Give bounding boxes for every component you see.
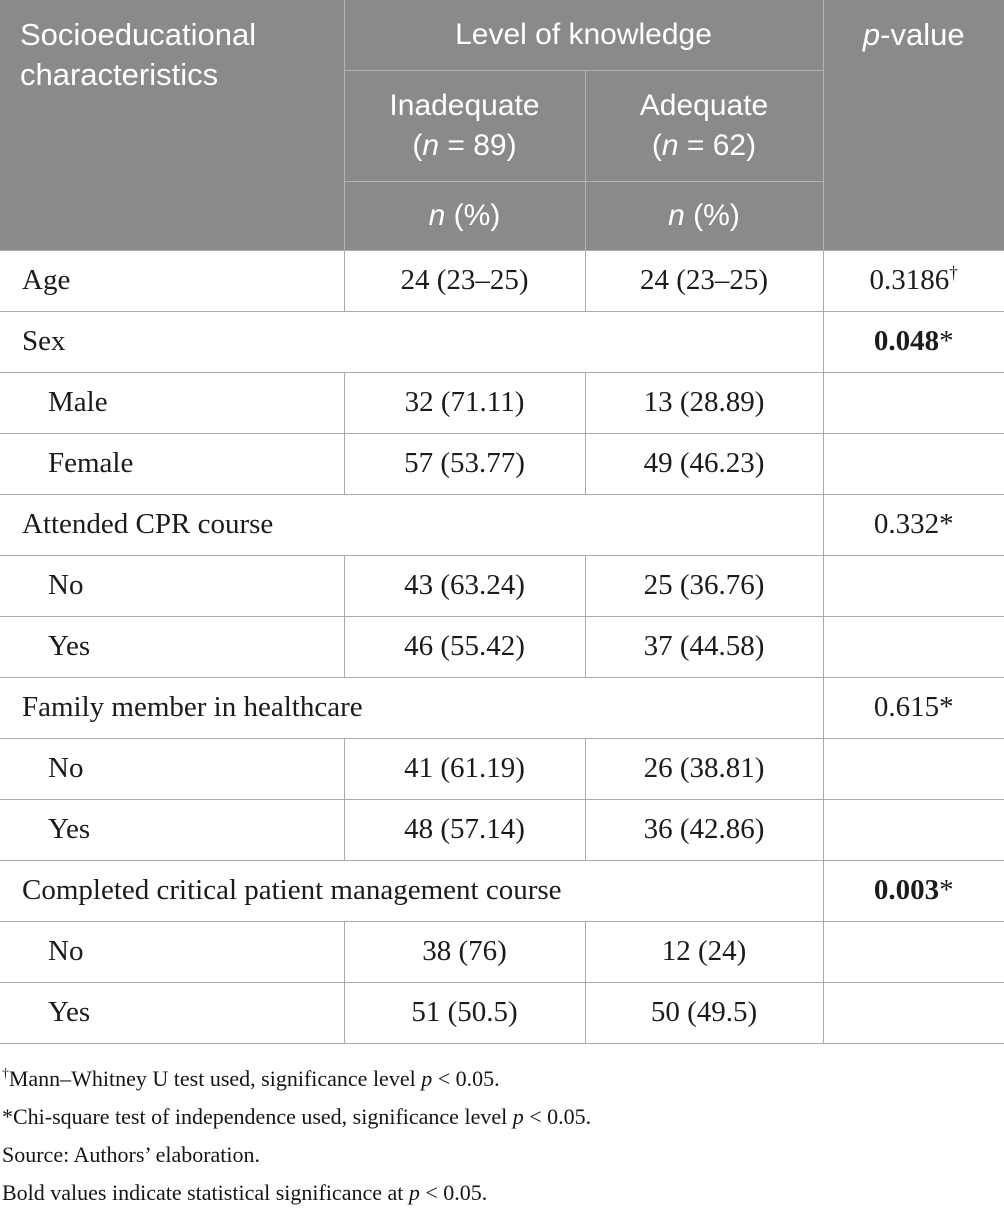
- asterisk-marker: *: [939, 874, 954, 906]
- row-label: No: [0, 920, 345, 983]
- header-n-pct-inadequate: n (%): [344, 181, 586, 250]
- cell-inadequate: 57 (53.77): [344, 432, 586, 495]
- header-p-value: p-value: [822, 0, 1004, 250]
- row-label: Female: [0, 432, 345, 495]
- cell-inadequate: 48 (57.14): [344, 798, 586, 861]
- table-row-course-no: No 38 (76) 12 (24): [0, 920, 1004, 983]
- cell-p-value: [822, 981, 1004, 1044]
- footnote-chi-square: *Chi-square test of independence used, s…: [2, 1103, 592, 1129]
- cell-p-value: [822, 432, 1004, 495]
- cell-adequate: 36 (42.86): [585, 798, 824, 861]
- cell-inadequate: 24 (23–25): [344, 249, 586, 312]
- cell-adequate: 26 (38.81): [585, 737, 824, 800]
- cell-p-value: [822, 798, 1004, 861]
- row-label: Attended CPR course: [0, 493, 824, 556]
- row-label: Sex: [0, 310, 824, 373]
- header-inadequate: Inadequate (n = 89): [344, 70, 586, 182]
- table-row-sex: Sex 0.048*: [0, 310, 1004, 373]
- cell-adequate: 37 (44.58): [585, 615, 824, 678]
- dagger-marker: †: [949, 262, 958, 283]
- row-label: Completed critical patient management co…: [0, 859, 824, 922]
- cell-p-value: [822, 554, 1004, 617]
- row-label: No: [0, 737, 345, 800]
- cell-adequate: 13 (28.89): [585, 371, 824, 434]
- row-label: Male: [0, 371, 345, 434]
- cell-p-value: 0.615*: [822, 676, 1004, 739]
- table-row-family-member: Family member in healthcare 0.615*: [0, 676, 1004, 739]
- adequate-label: Adequate: [639, 88, 769, 122]
- cell-adequate: 24 (23–25): [585, 249, 824, 312]
- table-row-male: Male 32 (71.11) 13 (28.89): [0, 371, 1004, 434]
- cell-p-value: [822, 615, 1004, 678]
- asterisk-marker: *: [939, 691, 954, 723]
- footnote-mann-whitney: †Mann–Whitney U test used, significance …: [2, 1065, 500, 1091]
- row-label: Age: [0, 249, 345, 312]
- cell-p-value: 0.048*: [822, 310, 1004, 373]
- p-rest: -value: [880, 17, 965, 52]
- asterisk-marker: *: [2, 1103, 13, 1129]
- cell-inadequate: 51 (50.5): [344, 981, 586, 1044]
- asterisk-marker: *: [939, 508, 954, 540]
- inadequate-label: Inadequate: [389, 88, 540, 122]
- footnote-source: Source: Authors’ elaboration.: [2, 1141, 261, 1167]
- table-row-age: Age 24 (23–25) 24 (23–25) 0.3186†: [0, 249, 1004, 312]
- cell-p-value: 0.3186†: [822, 249, 1004, 312]
- header-socioeducational-characteristics: Socioeducational characteristics: [0, 0, 345, 250]
- row-label: Yes: [0, 981, 345, 1044]
- table-footnotes: †Mann–Whitney U test used, significance …: [0, 1044, 1004, 1212]
- table-row-family-no: No 41 (61.19) 26 (38.81): [0, 737, 1004, 800]
- cell-adequate: 12 (24): [585, 920, 824, 983]
- adequate-n: (n = 62): [651, 128, 757, 162]
- dagger-marker: †: [2, 1065, 9, 1081]
- socioeducational-knowledge-table: Socioeducational characteristics Level o…: [0, 0, 1004, 1044]
- cell-adequate: 50 (49.5): [585, 981, 824, 1044]
- table-header: Socioeducational characteristics Level o…: [0, 0, 1004, 250]
- row-label: Family member in healthcare: [0, 676, 824, 739]
- footnote-bold-values: Bold values indicate statistical signifi…: [2, 1179, 488, 1205]
- table-row-cpr-no: No 43 (63.24) 25 (36.76): [0, 554, 1004, 617]
- table-row-cpr-yes: Yes 46 (55.42) 37 (44.58): [0, 615, 1004, 678]
- p-italic: p: [862, 17, 881, 52]
- cell-p-value: [822, 371, 1004, 434]
- table-body: Age 24 (23–25) 24 (23–25) 0.3186† Sex 0.…: [0, 249, 1004, 1044]
- cell-p-value: 0.332*: [822, 493, 1004, 556]
- cell-inadequate: 38 (76): [344, 920, 586, 983]
- header-level-of-knowledge: Level of knowledge: [344, 0, 824, 71]
- table-row-family-yes: Yes 48 (57.14) 36 (42.86): [0, 798, 1004, 861]
- cell-adequate: 49 (46.23): [585, 432, 824, 495]
- cell-inadequate: 43 (63.24): [344, 554, 586, 617]
- table-row-female: Female 57 (53.77) 49 (46.23): [0, 432, 1004, 495]
- asterisk-marker: *: [939, 325, 954, 357]
- row-label: Yes: [0, 615, 345, 678]
- cell-adequate: 25 (36.76): [585, 554, 824, 617]
- table-row-attended-cpr: Attended CPR course 0.332*: [0, 493, 1004, 556]
- row-label: No: [0, 554, 345, 617]
- header-n-pct-adequate: n (%): [585, 181, 824, 250]
- cell-inadequate: 32 (71.11): [344, 371, 586, 434]
- table-row-completed-course: Completed critical patient management co…: [0, 859, 1004, 922]
- cell-p-value: 0.003*: [822, 859, 1004, 922]
- cell-p-value: [822, 920, 1004, 983]
- cell-inadequate: 46 (55.42): [344, 615, 586, 678]
- inadequate-n: (n = 89): [412, 128, 517, 162]
- row-label: Yes: [0, 798, 345, 861]
- table-row-course-yes: Yes 51 (50.5) 50 (49.5): [0, 981, 1004, 1044]
- header-adequate: Adequate (n = 62): [585, 70, 824, 182]
- cell-p-value: [822, 737, 1004, 800]
- cell-inadequate: 41 (61.19): [344, 737, 586, 800]
